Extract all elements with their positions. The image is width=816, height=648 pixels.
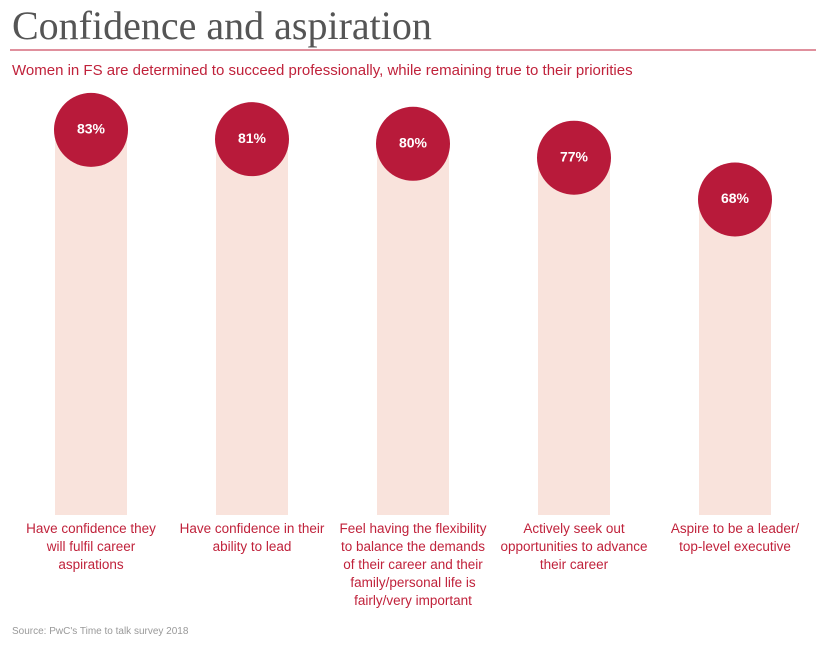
category-label: Feel having the flexibility to balance t… [339, 521, 487, 608]
chart-title: Confidence and aspiration [12, 3, 432, 48]
value-marker [215, 102, 289, 177]
value-label: 68% [721, 190, 750, 206]
chart-subtitle: Women in FS are determined to succeed pr… [12, 62, 633, 79]
value-label: 83% [77, 121, 106, 137]
bar [216, 139, 288, 515]
source: Source: PwC's Time to talk survey 2018 [12, 626, 189, 637]
value-label: 80% [399, 135, 428, 151]
value-marker [54, 92, 128, 167]
value-marker [698, 162, 772, 237]
category-label: Aspire to be a leader/ top-level executi… [670, 521, 800, 554]
category-label: Actively seek out opportunities to advan… [500, 521, 648, 572]
bar [377, 143, 449, 516]
bar [699, 199, 771, 516]
category-label: Have confidence in their ability to lead [179, 521, 325, 554]
value-label: 81% [238, 130, 267, 146]
bar [55, 129, 127, 515]
value-marker [376, 106, 450, 181]
bar [538, 157, 610, 515]
value-label: 77% [560, 148, 589, 164]
value-marker [537, 120, 611, 195]
category-label: Have confidence they will fulfil career … [26, 521, 156, 572]
